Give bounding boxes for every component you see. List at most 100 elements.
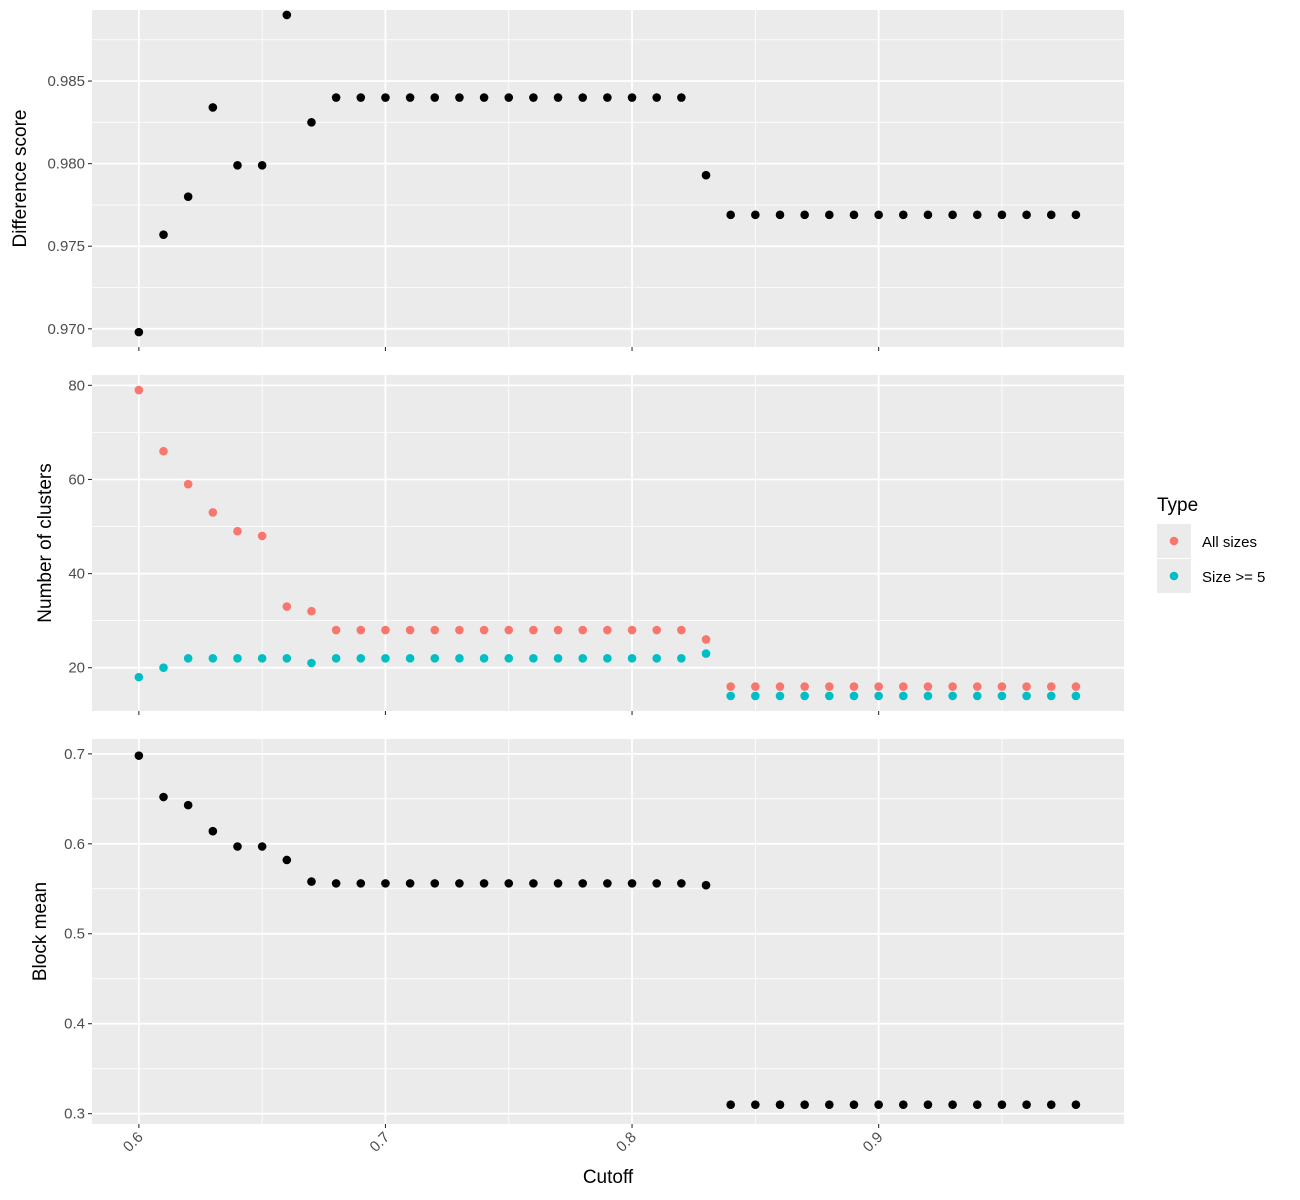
data-point [726, 210, 735, 220]
data-point [849, 691, 859, 701]
data-point [405, 93, 415, 102]
data-point [849, 210, 859, 220]
data-point [208, 508, 218, 517]
data-point [923, 691, 933, 701]
series-1 [134, 385, 1081, 691]
data-point [627, 625, 637, 635]
data-point [331, 625, 341, 635]
data-point [307, 877, 316, 886]
data-point [849, 1100, 859, 1109]
data-point [997, 210, 1007, 220]
data-point [405, 625, 415, 635]
data-point [529, 625, 538, 635]
y-tick-label: 0.6 [64, 836, 85, 853]
data-point [1071, 691, 1081, 701]
data-point [997, 691, 1007, 701]
panel-background [92, 739, 1124, 1124]
y-axis-title: Difference score [10, 110, 31, 248]
data-point [455, 625, 464, 635]
data-point [677, 93, 686, 102]
data-point [948, 210, 957, 220]
data-point [751, 682, 760, 691]
data-point [553, 879, 563, 888]
data-point [381, 93, 390, 102]
data-point [603, 625, 612, 635]
data-point [504, 879, 514, 888]
data-point [405, 879, 415, 888]
data-point [455, 879, 464, 888]
data-point [800, 682, 809, 691]
data-point [825, 691, 834, 701]
data-point [183, 653, 193, 663]
data-point [257, 160, 267, 170]
data-point [751, 1100, 760, 1109]
data-point [504, 93, 514, 102]
series-1 [134, 751, 1081, 1109]
data-point [159, 230, 168, 239]
data-point [381, 653, 390, 663]
data-point [1046, 682, 1056, 691]
data-point [923, 1100, 933, 1109]
data-point [183, 800, 193, 810]
data-point [553, 93, 563, 102]
data-point [923, 682, 933, 691]
data-point [652, 93, 662, 102]
legend-label-all-sizes: All sizes [1202, 534, 1257, 551]
data-point [553, 625, 563, 635]
data-point [825, 682, 834, 691]
data-point [874, 691, 883, 701]
data-point [233, 653, 242, 663]
data-point [504, 653, 514, 663]
data-point [208, 103, 218, 112]
data-point [134, 327, 144, 337]
y-tick-label: 0.985 [47, 73, 85, 90]
data-point [455, 93, 464, 102]
y-tick-label: 0.5 [64, 926, 85, 943]
data-point [1071, 210, 1081, 220]
data-point [578, 653, 588, 663]
data-point [1046, 1100, 1056, 1109]
legend-title: Type [1157, 495, 1198, 516]
y-tick-label: 60 [68, 471, 85, 488]
data-point [257, 842, 267, 851]
data-point [701, 880, 711, 890]
data-point [331, 653, 341, 663]
data-point [726, 691, 735, 701]
data-point [1046, 210, 1056, 220]
y-tick-label: 0.970 [47, 321, 85, 338]
data-point [208, 653, 218, 663]
y-axis-title: Number of clusters [35, 463, 56, 622]
panel-1: 0.970 0.975 0.980 0.985 Difference score [10, 10, 1124, 351]
data-point [948, 682, 957, 691]
data-point [1071, 682, 1081, 691]
data-point [553, 653, 563, 663]
data-point [257, 531, 267, 541]
data-point [948, 691, 957, 701]
data-point [381, 879, 390, 888]
data-point [972, 210, 982, 220]
data-point [627, 879, 637, 888]
data-point [972, 1100, 982, 1109]
data-point [898, 691, 908, 701]
data-point [405, 653, 415, 663]
data-point [997, 682, 1007, 691]
data-point [578, 879, 588, 888]
data-point [479, 653, 489, 663]
data-point [898, 210, 908, 220]
data-point [529, 879, 538, 888]
data-point [627, 93, 637, 102]
data-point [726, 1100, 735, 1109]
data-point [307, 606, 316, 616]
data-point [972, 691, 982, 701]
data-point [381, 625, 390, 635]
data-point [800, 1100, 809, 1109]
data-point [356, 625, 366, 635]
data-point [504, 625, 514, 635]
x-tick-label: 0.6 [120, 1129, 147, 1156]
data-point [825, 210, 834, 220]
data-point [1022, 1100, 1031, 1109]
data-point [800, 691, 809, 701]
x-tick-label: 0.9 [860, 1129, 887, 1156]
panel-2: 20 40 60 80 Number of clusters [35, 375, 1124, 715]
